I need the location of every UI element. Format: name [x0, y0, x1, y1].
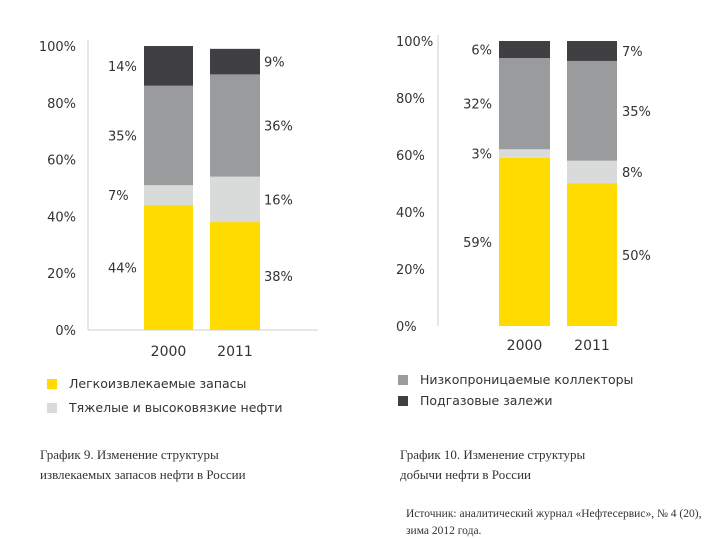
c9-data-label-2000-lowperm: 35%: [108, 129, 137, 144]
c10-bar-2000-easy: [499, 157, 550, 326]
c9-data-label-2011-heavy: 16%: [264, 193, 293, 208]
c10-category-label-2011: 2011: [574, 338, 610, 354]
c10-data-label-2011-heavy: 8%: [622, 166, 643, 181]
c9-bar-2011-gascap: [210, 48, 260, 75]
c9-y-tick-label: 60%: [47, 154, 76, 169]
c9-y-tick-label: 100%: [39, 40, 76, 55]
chart-reserves-structure: 0% 20% 40% 60% 80% 100% 44% 7% 35% 14% 2000 38% 16% 3…: [39, 40, 318, 360]
legend-swatch-gascap: [398, 395, 408, 406]
c9-y-tick-label: 20%: [47, 267, 76, 282]
c9-data-label-2000-gascap: 14%: [108, 60, 137, 75]
c9-data-label-2011-gascap: 9%: [264, 56, 285, 71]
c10-bar-2011-lowperm: [567, 60, 617, 161]
legend-label-gascap: Подгазовые залежи: [420, 393, 553, 408]
c9-data-label-2011-easy: 38%: [264, 270, 293, 285]
caption-chart-10-line1: График 10. Изменение структуры: [400, 447, 586, 462]
caption-chart-9-line2: извлекаемых запасов нефти в России: [40, 467, 246, 482]
c9-y-tick-label: 40%: [47, 210, 76, 225]
c9-y-tick-label: 80%: [47, 97, 76, 112]
c10-bar-2011-gascap: [567, 41, 617, 61]
c9-bar-2011-heavy: [210, 176, 260, 223]
c10-data-label-2011-easy: 50%: [622, 249, 651, 264]
legend-item-lowperm: Низкопроницаемые коллекторы: [398, 372, 633, 387]
c9-bar-2000-easy: [144, 205, 193, 330]
chart-production-structure: 0% 20% 40% 60% 80% 100% 59% 3% 32% 6% 2000 50% 8% 35%…: [396, 35, 651, 354]
caption-chart-10: График 10. Изменение структуры добычи не…: [400, 445, 585, 485]
c10-y-tick-label: 0%: [396, 320, 417, 335]
c10-bar-2000-heavy: [499, 149, 550, 158]
c9-bar-2000-gascap: [144, 46, 193, 86]
legend-swatch-easy: [47, 378, 57, 389]
c10-bar-2000-gascap: [499, 41, 550, 59]
caption-chart-10-line2: добычи нефти в России: [400, 467, 531, 482]
c10-y-tick-label: 100%: [396, 35, 433, 50]
c10-data-label-2000-easy: 59%: [463, 236, 492, 251]
legend-item-gascap: Подгазовые залежи: [398, 393, 552, 408]
c10-bar-2011-easy: [567, 183, 617, 326]
c10-y-tick-label: 80%: [396, 92, 425, 107]
c10-data-label-2000-heavy: 3%: [471, 148, 492, 163]
c10-bar-2000-lowperm: [499, 58, 550, 150]
legend-swatch-heavy: [47, 402, 57, 413]
c9-category-label-2011: 2011: [217, 344, 253, 360]
caption-chart-9: График 9. Изменение структуры извлекаемы…: [40, 445, 246, 485]
source-note: Источник: аналитический журнал «Нефтесер…: [406, 508, 702, 537]
legend-label-lowperm: Низкопроницаемые коллекторы: [420, 372, 634, 387]
c9-y-tick-label: 0%: [55, 324, 76, 339]
c10-bar-2011-heavy: [567, 160, 617, 184]
legend-label-heavy: Тяжелые и высоковязкие нефти: [69, 400, 283, 415]
c9-category-label-2000: 2000: [151, 344, 187, 360]
legend-label-easy: Легкоизвлекаемые запасы: [69, 376, 247, 391]
c10-category-label-2000: 2000: [507, 338, 543, 354]
c10-data-label-2011-lowperm: 35%: [622, 105, 651, 120]
c10-data-label-2000-lowperm: 32%: [463, 98, 492, 113]
c9-data-label-2000-easy: 44%: [108, 262, 137, 277]
c10-data-label-2000-gascap: 6%: [471, 44, 492, 59]
c9-bar-2000-heavy: [144, 185, 193, 206]
c9-bar-2011-lowperm: [210, 74, 260, 177]
c9-bar-2000-lowperm: [144, 85, 193, 186]
legend-swatch-lowperm: [398, 374, 408, 385]
legend-item-heavy: Тяжелые и высоковязкие нефти: [47, 400, 283, 415]
c9-data-label-2011-lowperm: 36%: [264, 120, 293, 135]
c10-y-tick-label: 20%: [396, 263, 425, 278]
c9-bar-2011-easy: [210, 222, 260, 330]
c10-y-tick-label: 40%: [396, 206, 425, 221]
legend-item-easy: Легкоизвлекаемые запасы: [47, 376, 246, 391]
c10-y-tick-label: 60%: [396, 149, 425, 164]
caption-chart-9-line1: График 9. Изменение структуры: [40, 447, 219, 462]
c10-data-label-2011-gascap: 7%: [622, 45, 643, 60]
c9-data-label-2000-heavy: 7%: [108, 189, 129, 204]
